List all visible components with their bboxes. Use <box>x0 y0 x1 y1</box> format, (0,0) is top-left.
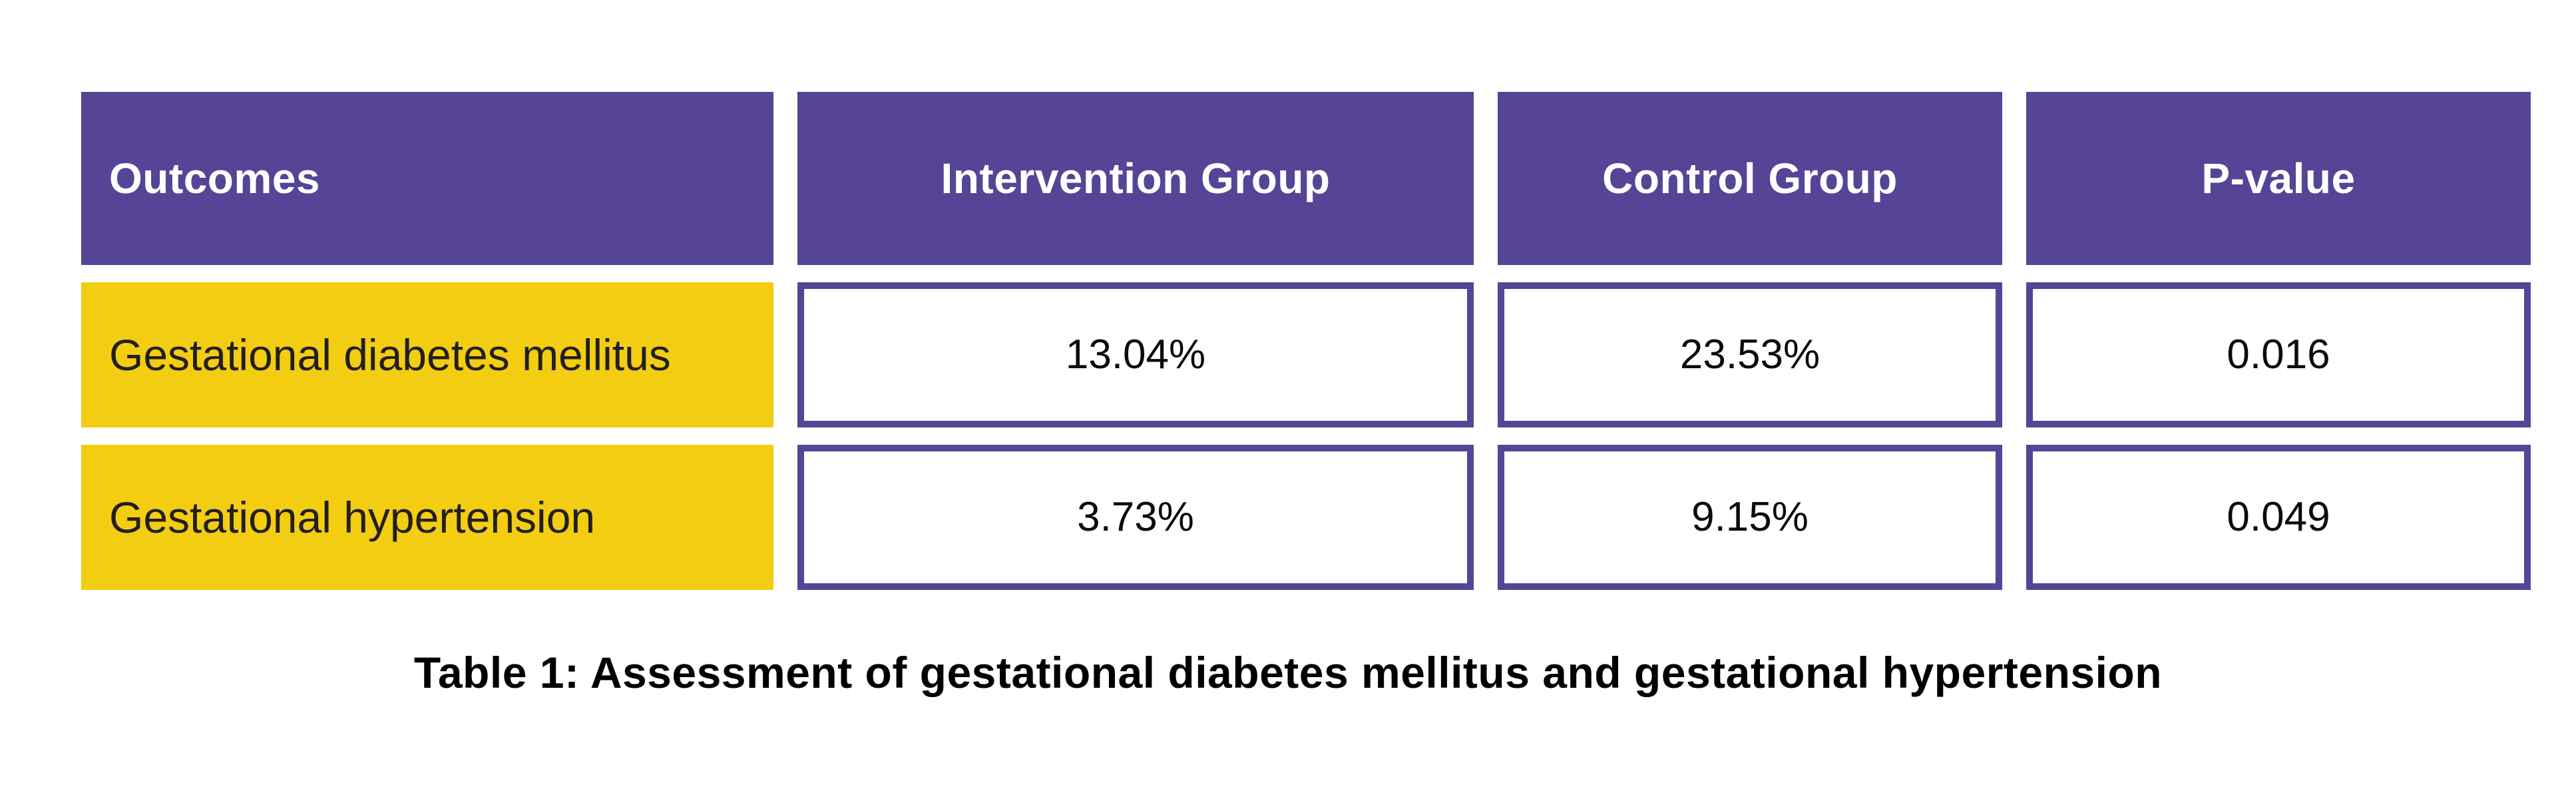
value-gh-p-value: 0.049 <box>2026 445 2531 590</box>
row-label-gestational-hypertension: Gestational hypertension <box>81 445 773 590</box>
column-header-control-group: Control Group <box>1498 92 2002 265</box>
value-gdm-control: 23.53% <box>1498 282 2002 427</box>
column-header-p-value: P-value <box>2026 92 2531 265</box>
row-label-gestational-diabetes-mellitus: Gestational diabetes mellitus <box>81 282 773 427</box>
value-gh-control: 9.15% <box>1498 445 2002 590</box>
value-gdm-p-value: 0.016 <box>2026 282 2531 427</box>
table-caption: Table 1: Assessment of gestational diabe… <box>413 648 2163 697</box>
column-header-intervention-group: Intervention Group <box>797 92 1474 265</box>
outcomes-table: Outcomes Intervention Group Control Grou… <box>81 92 2531 590</box>
column-header-outcomes: Outcomes <box>81 92 773 265</box>
value-gdm-intervention: 13.04% <box>797 282 1474 427</box>
value-gh-intervention: 3.73% <box>797 445 1474 590</box>
